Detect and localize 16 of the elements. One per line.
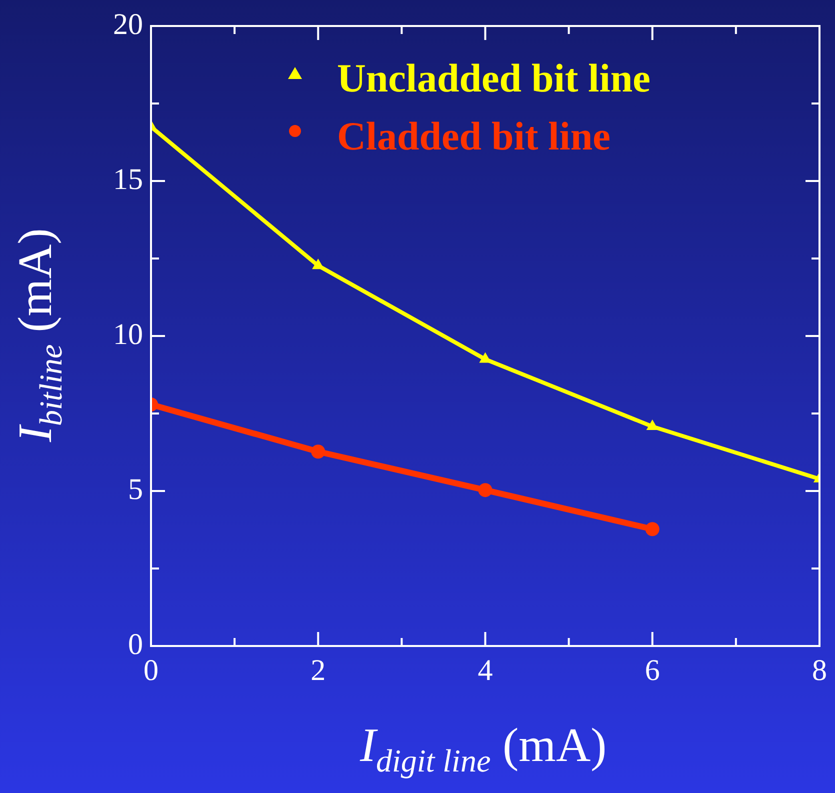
point [646,420,658,430]
x-tick-label: 6 [644,654,660,687]
x-tick-label: 2 [310,654,326,687]
x-axis-title: I$_{digit line}$ (mA) [360,718,607,780]
x-tick-label: 4 [478,654,493,687]
legend-label: Uncladded bit line [337,55,650,100]
point [478,483,492,498]
y-tick-label: 15 [113,162,143,196]
x-tick-label: 8 [812,654,827,687]
y-tick-label: 0 [128,628,143,661]
y-tick-label: 5 [128,472,143,506]
y-tick-label: 20 [113,8,143,41]
point [311,444,326,459]
point [645,522,660,536]
legend-label: Cladded bit line [337,113,610,158]
y-tick-label: 10 [113,318,143,351]
